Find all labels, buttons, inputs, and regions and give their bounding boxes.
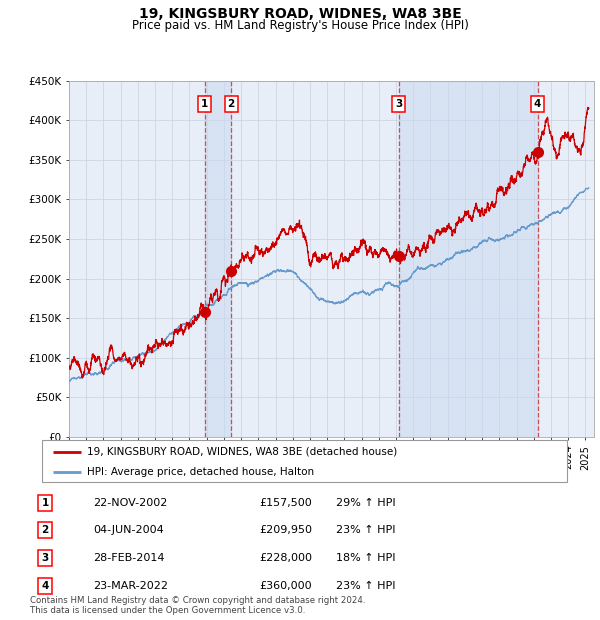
Text: £157,500: £157,500 bbox=[259, 498, 312, 508]
Text: 23-MAR-2022: 23-MAR-2022 bbox=[93, 581, 168, 591]
Text: 23% ↑ HPI: 23% ↑ HPI bbox=[336, 581, 395, 591]
Text: 2: 2 bbox=[41, 525, 49, 535]
Text: 4: 4 bbox=[534, 99, 541, 108]
Text: Price paid vs. HM Land Registry's House Price Index (HPI): Price paid vs. HM Land Registry's House … bbox=[131, 19, 469, 32]
Text: 22-NOV-2002: 22-NOV-2002 bbox=[93, 498, 167, 508]
Text: £360,000: £360,000 bbox=[259, 581, 312, 591]
Text: 4: 4 bbox=[41, 581, 49, 591]
Text: HPI: Average price, detached house, Halton: HPI: Average price, detached house, Halt… bbox=[86, 467, 314, 477]
Text: 2: 2 bbox=[227, 99, 235, 108]
FancyBboxPatch shape bbox=[42, 440, 567, 482]
Text: 19, KINGSBURY ROAD, WIDNES, WA8 3BE (detached house): 19, KINGSBURY ROAD, WIDNES, WA8 3BE (det… bbox=[86, 446, 397, 456]
Text: 29% ↑ HPI: 29% ↑ HPI bbox=[336, 498, 395, 508]
Text: 04-JUN-2004: 04-JUN-2004 bbox=[93, 525, 164, 535]
Text: 23% ↑ HPI: 23% ↑ HPI bbox=[336, 525, 395, 535]
Text: 3: 3 bbox=[41, 553, 49, 563]
Text: 3: 3 bbox=[395, 99, 403, 108]
Text: 28-FEB-2014: 28-FEB-2014 bbox=[93, 553, 164, 563]
Text: 19, KINGSBURY ROAD, WIDNES, WA8 3BE: 19, KINGSBURY ROAD, WIDNES, WA8 3BE bbox=[139, 7, 461, 22]
Text: 18% ↑ HPI: 18% ↑ HPI bbox=[336, 553, 395, 563]
Bar bbox=[205, 81, 231, 437]
Text: £228,000: £228,000 bbox=[259, 553, 312, 563]
Text: 1: 1 bbox=[41, 498, 49, 508]
Bar bbox=[399, 81, 538, 437]
Text: Contains HM Land Registry data © Crown copyright and database right 2024.
This d: Contains HM Land Registry data © Crown c… bbox=[30, 596, 365, 615]
Text: £209,950: £209,950 bbox=[259, 525, 312, 535]
Text: 1: 1 bbox=[201, 99, 209, 108]
